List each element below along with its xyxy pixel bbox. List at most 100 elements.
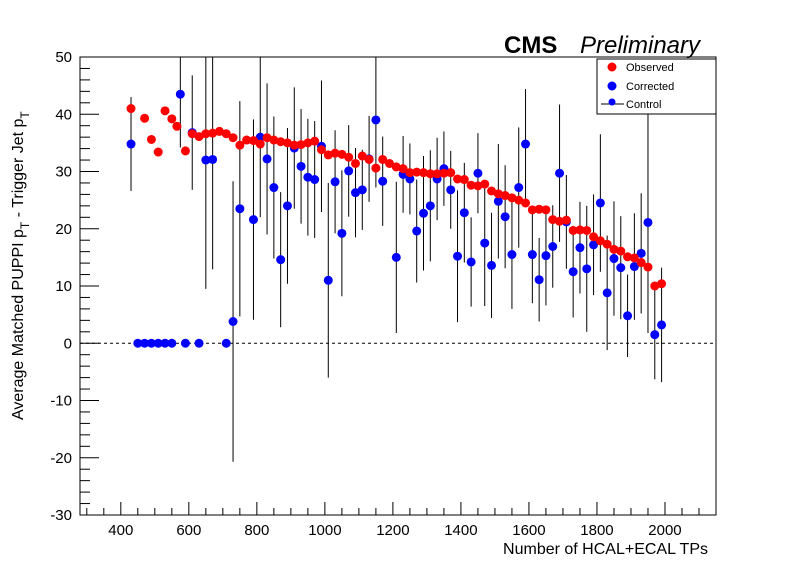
observed-point [187, 129, 197, 139]
y-tick-label: 0 [64, 335, 72, 352]
observed-point [439, 168, 449, 178]
preliminary-label: Preliminary [580, 32, 702, 59]
corrected-point [521, 139, 531, 149]
x-tick-label: 2000 [648, 522, 681, 539]
observed-point [657, 279, 667, 289]
observed-point [398, 164, 408, 174]
corrected-point [548, 241, 558, 251]
observed-point [500, 191, 510, 201]
observed-point [167, 114, 177, 124]
corrected-point [650, 330, 660, 340]
y-tick-label: 50 [55, 49, 72, 66]
legend-entry-corrected: Corrected [607, 81, 674, 93]
y-tick-label: -30 [50, 507, 72, 524]
observed-point [555, 216, 565, 226]
corrected-point [282, 201, 292, 211]
x-tick-label: 1800 [580, 522, 613, 539]
legend-marker-observed [607, 62, 617, 72]
observed-point [453, 174, 463, 184]
corrected-point [337, 228, 347, 238]
y-tick-label: -20 [50, 450, 72, 467]
y-tick-label: -10 [50, 393, 72, 410]
corrected-point [616, 263, 626, 273]
observed-point [371, 163, 381, 173]
observed-point [357, 151, 367, 161]
corrected-point [582, 264, 592, 274]
observed-point [623, 252, 633, 262]
x-tick-label: 1600 [512, 522, 545, 539]
corrected-point [303, 172, 313, 182]
corrected-point [629, 262, 639, 272]
observed-point [303, 138, 313, 148]
observed-point [289, 140, 299, 150]
y-tick-labels: -30 -20 -10 0 10 20 30 40 50 [50, 49, 72, 524]
observed-point [609, 244, 619, 254]
observed-point [221, 129, 231, 139]
observed-point [146, 134, 156, 144]
corrected-point [507, 250, 517, 260]
observed-point [214, 126, 224, 136]
x-tick-label: 1000 [308, 522, 341, 539]
observed-point [480, 179, 490, 189]
x-tick-label: 1400 [444, 522, 477, 539]
y-tick-label: 20 [55, 221, 72, 238]
observed-point [629, 253, 639, 263]
corrected-point [167, 338, 177, 348]
corrected-point [623, 311, 633, 321]
x-axis-title: Number of HCAL+ECAL TPs [503, 541, 708, 558]
corrected-point [208, 154, 218, 164]
observed-point [160, 106, 170, 116]
observed-point [255, 139, 265, 149]
observed-point [595, 236, 605, 246]
corrected-point [276, 255, 286, 265]
observed-point [534, 204, 544, 214]
observed-point [616, 246, 626, 256]
corrected-point [568, 267, 578, 277]
observed-point [446, 168, 456, 178]
observed-point [316, 145, 326, 155]
corrected-point [555, 168, 565, 178]
observed-point [126, 104, 136, 114]
corrected-point [194, 338, 204, 348]
corrected-point [296, 161, 306, 171]
corrected-point [405, 174, 415, 184]
corrected-point [330, 177, 340, 187]
corrected-point [221, 338, 231, 348]
corrected-point [344, 166, 354, 176]
legend-label-control: Control [626, 99, 661, 111]
corrected-point [160, 338, 170, 348]
observed-point [493, 189, 503, 199]
observed-point [425, 169, 435, 179]
corrected-point [643, 217, 653, 227]
corrected-point [493, 196, 503, 206]
observed-point [507, 193, 517, 203]
observed-point [194, 132, 204, 142]
observed-point [228, 133, 238, 143]
corrected-point [175, 89, 185, 99]
data-points [126, 89, 667, 348]
corrected-point [255, 132, 265, 142]
corrected-point [412, 226, 422, 236]
observed-point [527, 205, 537, 215]
corrected-point [248, 215, 258, 225]
corrected-point [201, 155, 211, 165]
observed-point [521, 198, 531, 208]
observed-point [561, 215, 571, 225]
observed-point [568, 225, 578, 235]
corrected-point [323, 275, 333, 285]
observed-point [172, 121, 182, 131]
observed-point [350, 158, 360, 168]
corrected-point [235, 204, 245, 214]
observed-point [466, 180, 476, 190]
observed-point [282, 138, 292, 148]
legend-box [596, 58, 717, 115]
observed-point [432, 169, 442, 179]
observed-point [208, 128, 218, 138]
legend-entry-control: Control [601, 98, 661, 111]
x-tick-label: 800 [244, 522, 269, 539]
x-tick-label: 600 [176, 522, 201, 539]
corrected-point [153, 338, 163, 348]
corrected-point [146, 338, 156, 348]
corrected-point [514, 183, 524, 193]
observed-point [140, 113, 150, 123]
